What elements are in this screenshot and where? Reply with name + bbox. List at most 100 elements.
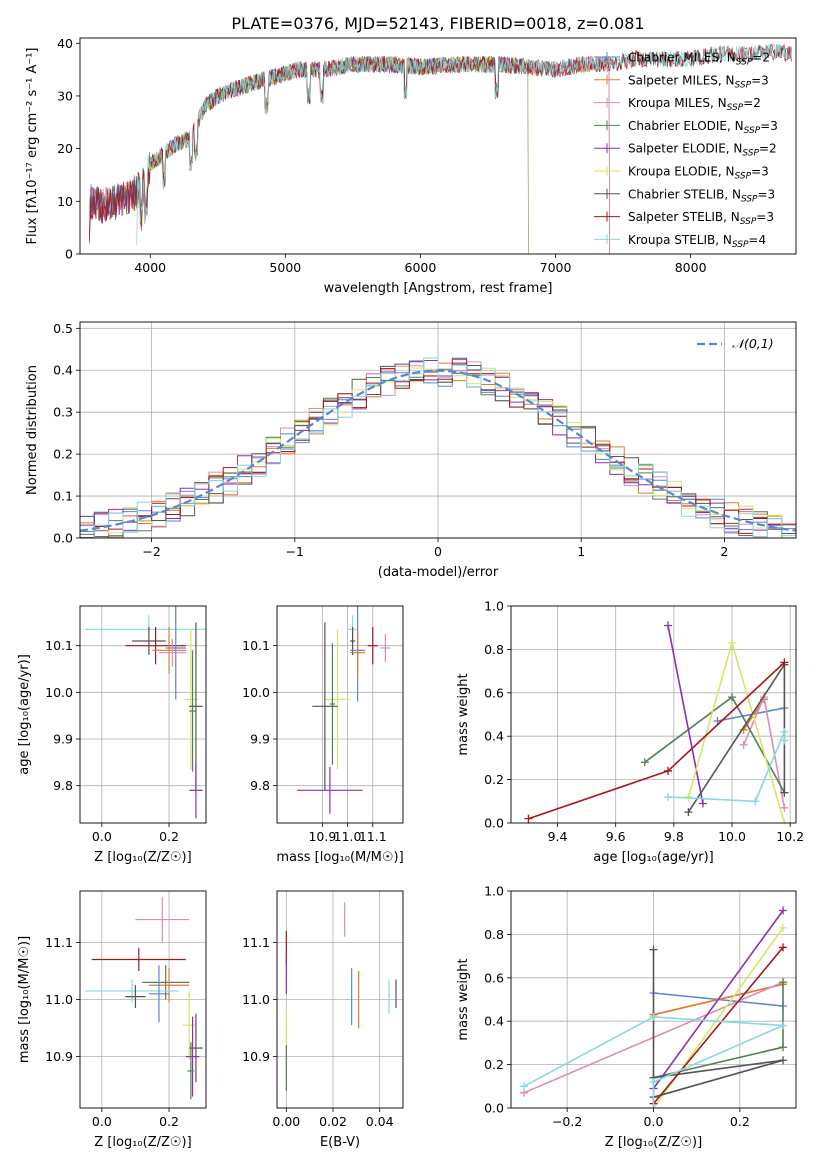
y-tick-label: 1.0 — [484, 599, 504, 614]
errorbar-point — [148, 965, 170, 1023]
y-tick-label: 0.3 — [53, 405, 73, 420]
plus-marker — [779, 906, 788, 915]
x-tick-label: 9.4 — [548, 829, 568, 844]
plus-marker — [664, 792, 673, 801]
y-tick-label: 11.0 — [45, 992, 73, 1007]
plus-marker — [649, 945, 658, 954]
plus-marker — [779, 923, 788, 932]
y-axis-label: Normed distribution — [25, 365, 40, 495]
axes-frame — [276, 890, 404, 1109]
series-line-salpeter-elodie — [667, 625, 704, 804]
y-tick-label: 11.0 — [242, 992, 270, 1007]
errorbar-point — [132, 627, 166, 655]
panel-mass-vs-Z: 0.0 0.2 10.9 11.0 11.1 Z [log₁₀(Z/Z☉)] mass [l… — [17, 890, 207, 1150]
plus-marker — [519, 1082, 528, 1091]
y-tick-label: 0.4 — [484, 1014, 504, 1029]
y-tick-label: 10.0 — [45, 685, 73, 700]
x-axis-label: age [log₁₀(age/yr)] — [593, 850, 714, 865]
x-tick-label: 0.0 — [644, 1114, 664, 1129]
legend-label: Kroupa ELODIE, NSSP=3 — [628, 165, 769, 182]
plus-marker — [728, 693, 737, 702]
legend-label: Salpeter STELIB, NSSP=3 — [628, 210, 774, 227]
y-axis-label: age [log₁₀(age/yr)] — [17, 654, 32, 775]
x-tick-label: 0.0 — [92, 829, 112, 844]
x-tick-label: 0.2 — [730, 1114, 750, 1129]
y-tick-label: 0.1 — [53, 489, 73, 504]
plus-marker — [780, 803, 789, 812]
errorbar-point — [185, 1016, 200, 1097]
plus-marker — [649, 1012, 658, 1021]
x-axis-label: Z [log₁₀(Z/Z☉)] — [94, 850, 191, 865]
plus-marker — [664, 766, 673, 775]
y-tick-label: 10.9 — [45, 1049, 73, 1064]
series-line-kroupa-stelib — [667, 731, 786, 803]
errorbar-point — [135, 896, 190, 943]
x-axis-label: E(B-V) — [320, 1135, 360, 1150]
y-tick-label: 10 — [57, 194, 73, 209]
plot-area — [80, 891, 206, 1108]
plot-area — [277, 606, 403, 823]
plus-marker — [698, 799, 707, 808]
y-tick-label: 9.8 — [53, 778, 73, 793]
plus-marker — [684, 808, 693, 817]
x-tick-label: 2 — [720, 544, 728, 559]
y-tick-label: 9.8 — [250, 778, 270, 793]
errorbar-point — [158, 638, 186, 667]
errorbar-point — [189, 762, 203, 819]
plus-marker — [780, 727, 789, 736]
plus-marker — [780, 788, 789, 797]
panel-residuals: −2 −1 0 1 2 0.0 0.1 0.2 0.3 0.4 0.5 (data-model)/er… — [25, 321, 797, 580]
y-tick-label: 0.2 — [53, 447, 73, 462]
errorbar-point — [297, 767, 363, 814]
y-tick-label: 0.2 — [484, 1057, 504, 1072]
y-tick-label: 40 — [57, 36, 73, 51]
x-tick-label: 0.00 — [272, 1114, 300, 1129]
plus-marker — [728, 638, 737, 647]
errorbar-point — [380, 634, 391, 662]
x-tick-label: 0.02 — [319, 1114, 347, 1129]
x-axis-label: (data-model)/error — [378, 565, 499, 580]
y-tick-label: 10.0 — [242, 685, 270, 700]
gaussian-curve — [80, 369, 796, 532]
y-tick-label: 0.2 — [484, 772, 504, 787]
panel-massweight-vs-Z: −0.2 0.0 0.2 0.0 0.2 0.4 0.6 0.8 1.0 Z [log₁₀(Z/Z… — [456, 884, 797, 1150]
plus-marker — [780, 736, 789, 745]
x-tick-label: 10.0 — [718, 829, 746, 844]
plus-marker — [739, 740, 748, 749]
y-tick-label: 0.4 — [53, 363, 73, 378]
y-axis-label: Flux [fλ10⁻¹⁷ erg cm⁻² s⁻¹ A⁻¹] — [25, 48, 40, 245]
x-tick-label: 6000 — [405, 260, 437, 275]
x-tick-label: 0.2 — [159, 829, 179, 844]
x-tick-label: 5000 — [269, 260, 301, 275]
y-tick-label: 0.0 — [484, 816, 504, 831]
panel-spectrum: 4000 5000 6000 7000 8000 0 10 20 30 40 wavelength … — [25, 36, 797, 296]
spectrum-line-kroupa-stelib — [136, 43, 793, 246]
panel-massweight-vs-age: 9.4 9.6 9.8 10.0 10.2 0.0 0.2 0.4 0.6 0.8 1.0 age [… — [456, 599, 804, 866]
series-line-salpeter-elodie — [652, 910, 784, 1089]
x-tick-label: 9.8 — [664, 829, 684, 844]
plot-area — [511, 606, 796, 823]
x-axis-label: mass [log₁₀(M/M☉)] — [276, 850, 403, 865]
legend-label: Kroupa MILES, NSSP=2 — [628, 96, 761, 113]
plus-marker — [649, 1077, 658, 1086]
plus-marker — [649, 1104, 658, 1108]
y-axis-label: mass [log₁₀(M/M☉)] — [17, 936, 32, 1063]
y-tick-label: 1.0 — [484, 884, 504, 899]
errorbar-point — [312, 622, 338, 791]
figure-title: PLATE=0376, MJD=52143, FIBERID=0018, z=0… — [231, 14, 644, 33]
x-tick-label: 11.1 — [359, 829, 387, 844]
plot-area — [80, 322, 796, 538]
y-tick-label: 0.4 — [484, 729, 504, 744]
x-tick-label: 10.9 — [308, 829, 336, 844]
errorbar-point — [182, 990, 196, 1060]
plot-area — [80, 606, 206, 823]
x-axis-label: wavelength [Angstrom, rest frame] — [324, 281, 553, 296]
panel-age-vs-mass: 10.911.011.1 9.8 9.9 10.0 10.1 mass [log₁₀(M/… — [242, 605, 404, 865]
y-tick-label: 11.1 — [45, 935, 73, 950]
x-tick-label: 7000 — [540, 260, 572, 275]
y-tick-label: 0.5 — [53, 321, 73, 336]
y-tick-label: 9.9 — [250, 732, 270, 747]
y-tick-label: 0.8 — [484, 927, 504, 942]
axes-frame — [79, 605, 207, 824]
